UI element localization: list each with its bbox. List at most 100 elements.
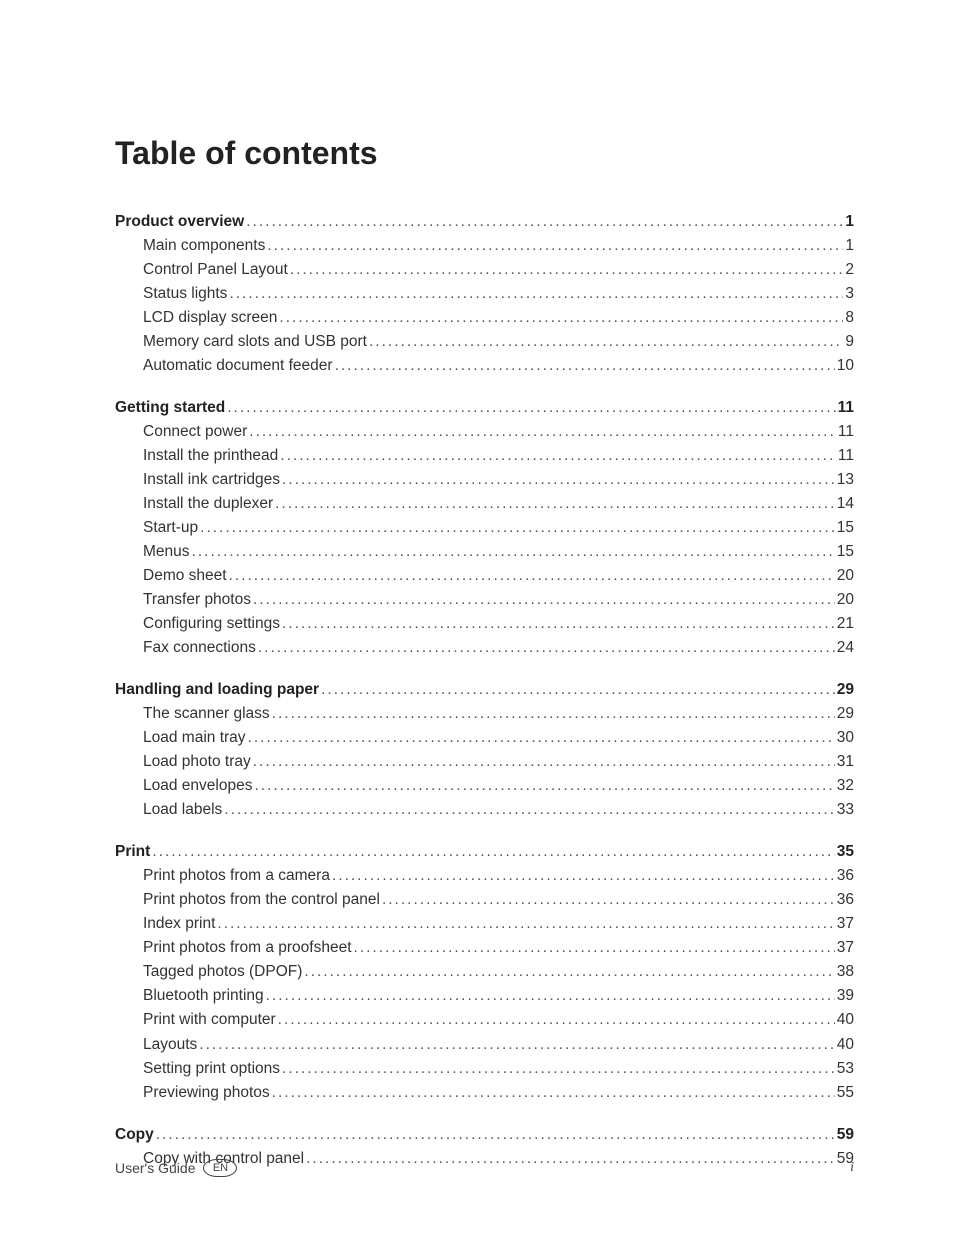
toc-sub-page: 20 <box>837 564 854 588</box>
toc-leader <box>227 396 835 420</box>
toc-leader <box>192 540 835 564</box>
toc-sub-entry[interactable]: Memory card slots and USB port9 <box>115 330 854 354</box>
guide-label: User's Guide <box>115 1160 195 1176</box>
toc-sub-page: 40 <box>837 1033 854 1057</box>
toc-sub-entry[interactable]: Control Panel Layout2 <box>115 258 854 282</box>
toc-sub-entry[interactable]: Print photos from a proofsheet37 <box>115 936 854 960</box>
toc-chapter-entry[interactable]: Copy59 <box>115 1123 854 1147</box>
toc-sub-label: Start-up <box>143 516 198 540</box>
toc-sub-entry[interactable]: Print photos from a camera 36 <box>115 864 854 888</box>
toc-sub-entry[interactable]: Menus15 <box>115 540 854 564</box>
toc-leader <box>152 840 834 864</box>
toc-leader <box>321 678 835 702</box>
toc-leader <box>249 420 836 444</box>
toc-sub-entry[interactable]: Load photo tray31 <box>115 750 854 774</box>
toc-sub-entry[interactable]: Layouts40 <box>115 1033 854 1057</box>
toc-sub-page: 11 <box>838 444 854 468</box>
toc-sub-page: 24 <box>837 636 854 660</box>
toc-sub-entry[interactable]: Index print 37 <box>115 912 854 936</box>
toc-sub-label: Main components <box>143 234 265 258</box>
toc-sub-page: 8 <box>845 306 854 330</box>
toc-sub-entry[interactable]: The scanner glass29 <box>115 702 854 726</box>
toc-sub-page: 36 <box>837 864 854 888</box>
toc-sub-entry[interactable]: Load envelopes 32 <box>115 774 854 798</box>
toc-sub-entry[interactable]: Transfer photos20 <box>115 588 854 612</box>
page-number: i <box>850 1160 854 1176</box>
toc-leader <box>354 936 835 960</box>
toc-sub-label: The scanner glass <box>143 702 270 726</box>
toc-leader <box>156 1123 835 1147</box>
toc-sub-entry[interactable]: Automatic document feeder10 <box>115 354 854 378</box>
toc-leader <box>304 960 834 984</box>
toc-chapter-entry[interactable]: Getting started11 <box>115 396 854 420</box>
toc-leader <box>278 1008 835 1032</box>
toc-sub-label: Print photos from a proofsheet <box>143 936 352 960</box>
toc-leader <box>282 1057 835 1081</box>
toc-sub-entry[interactable]: Install the duplexer14 <box>115 492 854 516</box>
toc-sub-entry[interactable]: Connect power11 <box>115 420 854 444</box>
toc-chapter-entry[interactable]: Handling and loading paper29 <box>115 678 854 702</box>
toc-sub-entry[interactable]: Fax connections 24 <box>115 636 854 660</box>
toc-sub-label: Load envelopes <box>143 774 252 798</box>
toc-sub-entry[interactable]: Print with computer40 <box>115 1008 854 1032</box>
toc-sub-label: Print photos from a camera <box>143 864 330 888</box>
toc-sub-label: Load labels <box>143 798 222 822</box>
toc-sub-entry[interactable]: Status lights3 <box>115 282 854 306</box>
toc-sub-page: 1 <box>845 234 854 258</box>
toc-leader <box>253 588 835 612</box>
toc-sub-entry[interactable]: Demo sheet 20 <box>115 564 854 588</box>
toc-sub-page: 31 <box>837 750 854 774</box>
toc-sub-label: Demo sheet <box>143 564 227 588</box>
toc-sub-page: 37 <box>837 912 854 936</box>
toc-sub-page: 33 <box>837 798 854 822</box>
toc-sub-entry[interactable]: Install ink cartridges13 <box>115 468 854 492</box>
toc-chapter-page: 29 <box>837 678 854 702</box>
toc-sub-entry[interactable]: Load main tray 30 <box>115 726 854 750</box>
toc-sub-entry[interactable]: Main components 1 <box>115 234 854 258</box>
toc-sub-label: Load main tray <box>143 726 246 750</box>
toc-leader <box>200 516 835 540</box>
toc-leader <box>280 444 836 468</box>
page-footer: User's Guide EN i <box>115 1159 854 1177</box>
toc-sub-page: 32 <box>837 774 854 798</box>
toc-leader <box>332 864 835 888</box>
toc-sub-entry[interactable]: Bluetooth printing39 <box>115 984 854 1008</box>
toc-sub-entry[interactable]: Print photos from the control panel36 <box>115 888 854 912</box>
toc-chapter-entry[interactable]: Print35 <box>115 840 854 864</box>
toc-section: Print35Print photos from a camera36Print… <box>115 840 854 1104</box>
toc-sub-label: Index print <box>143 912 215 936</box>
toc-chapter-entry[interactable]: Product overview1 <box>115 210 854 234</box>
toc-sub-entry[interactable]: Previewing photos55 <box>115 1081 854 1105</box>
toc-chapter-label: Copy <box>115 1123 154 1147</box>
toc-leader <box>229 564 835 588</box>
toc-sub-entry[interactable]: Setting print options53 <box>115 1057 854 1081</box>
toc-sub-page: 30 <box>837 726 854 750</box>
toc-sub-label: Transfer photos <box>143 588 251 612</box>
toc-sub-label: Control Panel Layout <box>143 258 288 282</box>
toc-leader <box>272 702 835 726</box>
toc-sub-label: Connect power <box>143 420 247 444</box>
toc-sub-entry[interactable]: Start-up15 <box>115 516 854 540</box>
toc-sub-entry[interactable]: Configuring settings21 <box>115 612 854 636</box>
toc-sub-entry[interactable]: Load labels 33 <box>115 798 854 822</box>
toc-leader <box>279 306 843 330</box>
toc-leader <box>282 468 835 492</box>
toc-sub-label: Print photos from the control panel <box>143 888 380 912</box>
toc-leader <box>224 798 834 822</box>
toc-sub-page: 39 <box>837 984 854 1008</box>
toc-sub-label: Install ink cartridges <box>143 468 280 492</box>
toc-sub-entry[interactable]: Tagged photos (DPOF) 38 <box>115 960 854 984</box>
toc-sub-label: Menus <box>143 540 190 564</box>
toc-sub-page: 40 <box>837 1008 854 1032</box>
toc-sub-label: Tagged photos (DPOF) <box>143 960 302 984</box>
toc-leader <box>369 330 843 354</box>
toc-sub-label: Fax connections <box>143 636 256 660</box>
toc-leader <box>217 912 834 936</box>
toc-sub-page: 10 <box>837 354 854 378</box>
toc-leader <box>290 258 844 282</box>
toc-sub-page: 38 <box>837 960 854 984</box>
toc-leader <box>335 354 835 378</box>
toc-sub-entry[interactable]: Install the printhead11 <box>115 444 854 468</box>
toc-sub-entry[interactable]: LCD display screen8 <box>115 306 854 330</box>
toc-sub-label: Configuring settings <box>143 612 280 636</box>
